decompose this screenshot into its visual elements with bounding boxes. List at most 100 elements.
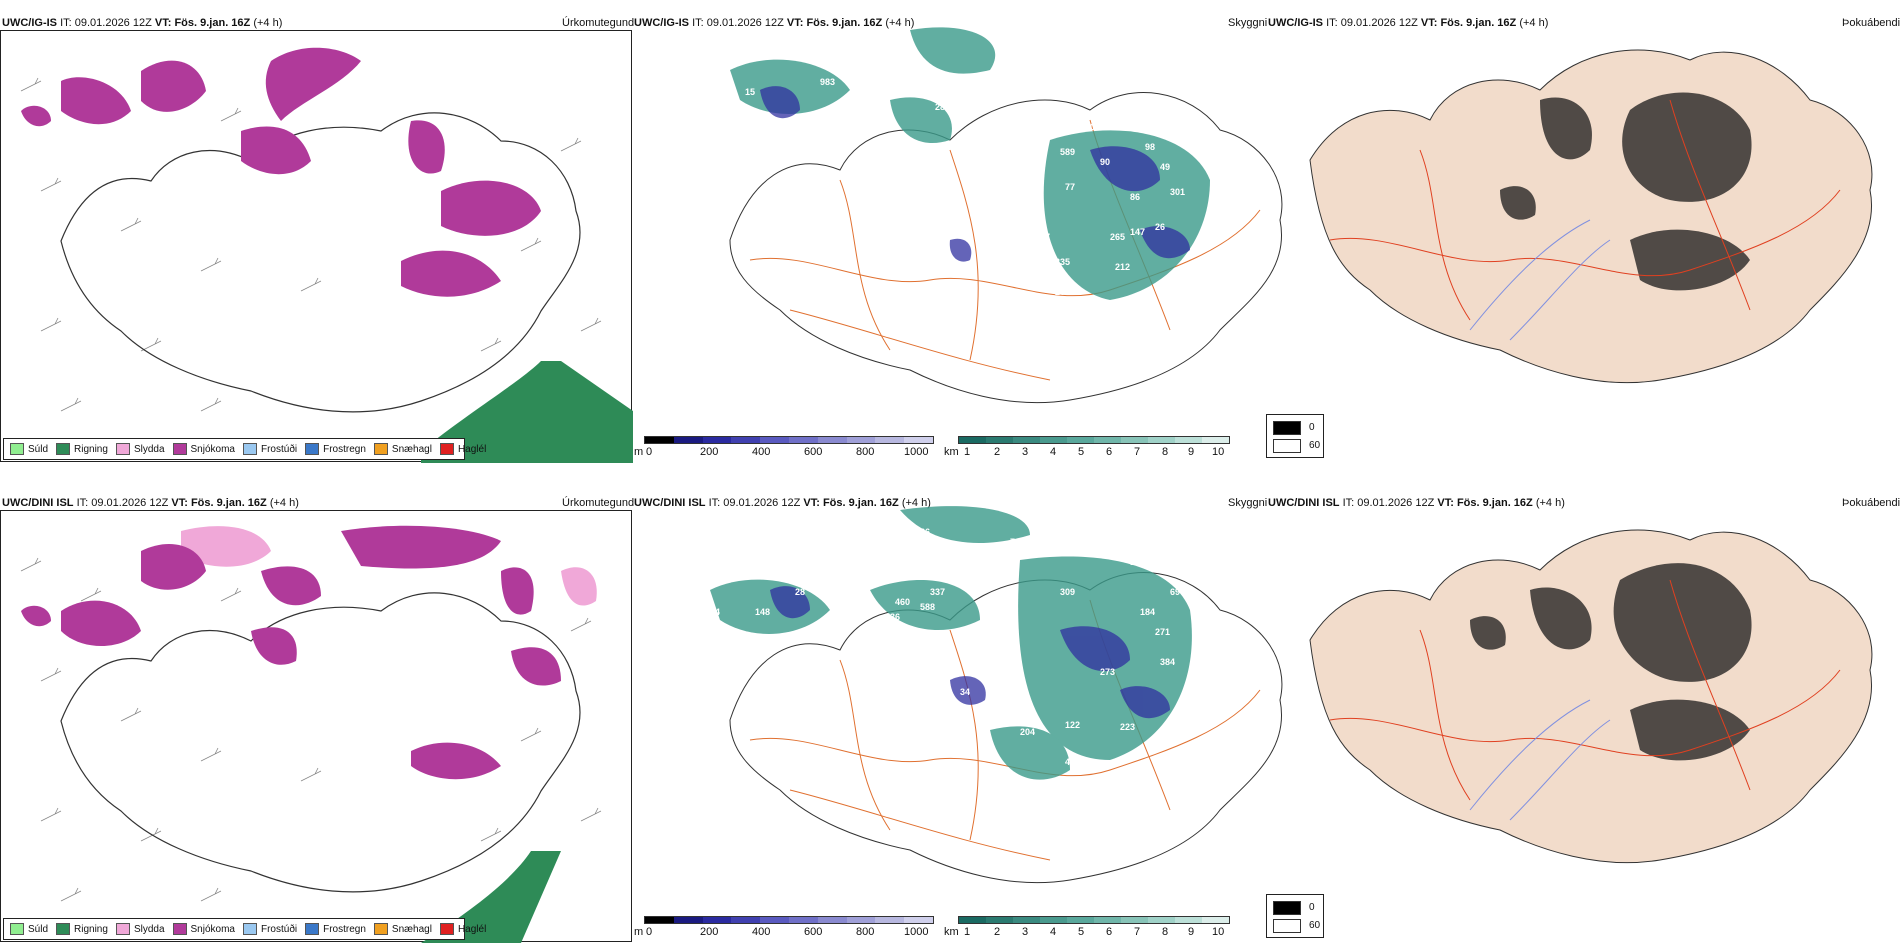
cloud-label: 271 xyxy=(1155,627,1170,637)
ceiling-unit: m xyxy=(634,926,644,938)
visibility-tick: 7 xyxy=(1134,926,1141,938)
precip-field-title: Úrkomutegund xyxy=(562,17,635,29)
legend-swatch xyxy=(56,443,71,455)
legend-swatch xyxy=(56,923,71,935)
fog-rivers xyxy=(1469,699,1611,821)
snow-areas xyxy=(21,525,561,780)
wind-barbs xyxy=(20,557,602,902)
cloud-label: 86 xyxy=(775,567,785,577)
legend-swatch xyxy=(439,443,454,455)
vt-value: Fös. 9.jan. 16Z xyxy=(806,17,883,29)
cloud-label: 77 xyxy=(1065,182,1075,192)
legend-item: Snjókoma xyxy=(172,443,235,455)
fog-field-title: Þokuábendi xyxy=(1842,497,1900,509)
cloud-field-title: Skyggni xyxy=(1228,497,1268,509)
legend-item: Frostregn xyxy=(305,923,366,935)
iceland-outline xyxy=(729,92,1283,404)
visibility-colorbar: km 1 2 3 4 5 6 7 8 9 10 xyxy=(944,436,1234,460)
cloud-label: 983 xyxy=(820,77,835,87)
snow-areas xyxy=(21,47,541,297)
ceiling-tick: 200 xyxy=(700,926,719,938)
legend-item: Frostúði xyxy=(242,443,298,455)
legend-swatch xyxy=(115,923,130,935)
legend-item: Snjókoma xyxy=(172,923,235,935)
cloud-label: 20 xyxy=(1055,287,1065,297)
lead-time: (+4 h) xyxy=(1519,17,1549,29)
fog-swatch-dark xyxy=(1273,901,1301,915)
legend-swatch xyxy=(115,443,130,455)
cloud-label: 588 xyxy=(920,602,935,612)
legend-swatch xyxy=(242,443,257,455)
ceiling-colorbar-strip xyxy=(644,916,934,924)
model-name: UWC/DINI ISL xyxy=(1268,497,1340,509)
iceland-outline xyxy=(60,112,581,413)
cloud-label: 223 xyxy=(1120,722,1135,732)
lead-time: (+4 h) xyxy=(1535,497,1565,509)
cloud-label: 204 xyxy=(1020,727,1035,737)
visibility-tick: 6 xyxy=(1106,446,1113,458)
precip-field-title: Úrkomutegund xyxy=(562,497,635,509)
cloud-label: 15 xyxy=(745,87,755,97)
model-name: UWC/IG-IS xyxy=(1268,17,1323,29)
legend-label: Frostregn xyxy=(323,923,366,935)
it-label: IT: xyxy=(1342,497,1355,509)
ceiling-tick: 400 xyxy=(752,926,771,938)
legend-swatch xyxy=(10,443,24,455)
cloud-label: 34 xyxy=(960,687,970,697)
cloud-label: 90 xyxy=(1100,157,1110,167)
fog-dark-areas xyxy=(1470,563,1752,761)
cloud-label: 227 xyxy=(1035,232,1050,242)
iceland-terrain xyxy=(1309,49,1873,384)
iceland-terrain xyxy=(1309,529,1873,864)
legend-item: Slydda xyxy=(115,443,165,455)
cloud-label: 287 xyxy=(935,102,950,112)
sleet-areas xyxy=(181,526,597,606)
row-2: UWC/DINI ISL IT: 09.01.2026 12Z VT: Fös.… xyxy=(0,480,1900,950)
cloud-label: 28 xyxy=(795,587,805,597)
cloud-label: 112 xyxy=(1130,557,1145,567)
visibility-colorbar-strip xyxy=(958,436,1230,444)
fog-dark-areas xyxy=(1500,92,1752,291)
legend-label: Slydda xyxy=(133,923,165,935)
legend-label: Frostúði xyxy=(260,443,298,455)
iceland-outline xyxy=(60,592,581,893)
fog-swatch-light xyxy=(1273,439,1301,453)
legend-label: Snæhagl xyxy=(391,443,432,455)
cloud-number-labels: 15 983 886 287 02 627 589 90 111 98 220 … xyxy=(700,77,1185,297)
it-label: IT: xyxy=(692,17,704,29)
fog-tick: 0 xyxy=(1309,422,1315,433)
cloud-panel-header: UWC/DINI ISL IT: 09.01.2026 12Z VT: Fös.… xyxy=(634,497,931,509)
vt-value: Fös. 9.jan. 16Z xyxy=(1440,17,1517,29)
cloud-label: 69 xyxy=(1170,587,1180,597)
legend-item: Slydda xyxy=(115,923,165,935)
ceiling-tick: 1000 xyxy=(904,926,929,938)
cloud-label: 469 xyxy=(1065,757,1080,767)
legend-label: Snjókoma xyxy=(190,443,235,455)
visibility-tick: 7 xyxy=(1134,446,1141,458)
it-label: IT: xyxy=(708,497,721,509)
legend-label: Frostúði xyxy=(260,923,298,935)
cloud-label: 384 xyxy=(1160,657,1175,667)
legend-item: Frostúði xyxy=(242,923,298,935)
it-value: 09.01.2026 12Z xyxy=(91,497,169,509)
visibility-tick: 5 xyxy=(1078,926,1085,938)
vt-value: Fös. 9.jan. 16Z xyxy=(822,497,899,509)
cloud-field-title: Skyggni xyxy=(1228,17,1268,29)
cloud-label: 98 xyxy=(1145,142,1155,152)
model-name: UWC/DINI ISL xyxy=(2,497,74,509)
vt-value: Fös. 9.jan. 16Z xyxy=(1456,497,1533,509)
visibility-tick: 9 xyxy=(1188,446,1195,458)
cloud-label: 76 xyxy=(1010,537,1020,547)
visibility-tick: 8 xyxy=(1162,446,1169,458)
visibility-unit: km xyxy=(944,926,959,938)
ceiling-tick: 400 xyxy=(752,446,771,458)
lead-time: (+4 h) xyxy=(253,17,283,29)
model-name: UWC/IG-IS xyxy=(2,17,57,29)
legend-label: Súld xyxy=(28,443,49,455)
fog-panel-header: UWC/IG-IS IT: 09.01.2026 12Z VT: Fös. 9.… xyxy=(1268,17,1548,29)
legend-swatch xyxy=(373,443,388,455)
cloud-label: 644 xyxy=(705,607,720,617)
legend-swatch xyxy=(305,923,320,935)
visibility-tick: 10 xyxy=(1212,926,1225,938)
cloud-label: 460 xyxy=(895,597,910,607)
